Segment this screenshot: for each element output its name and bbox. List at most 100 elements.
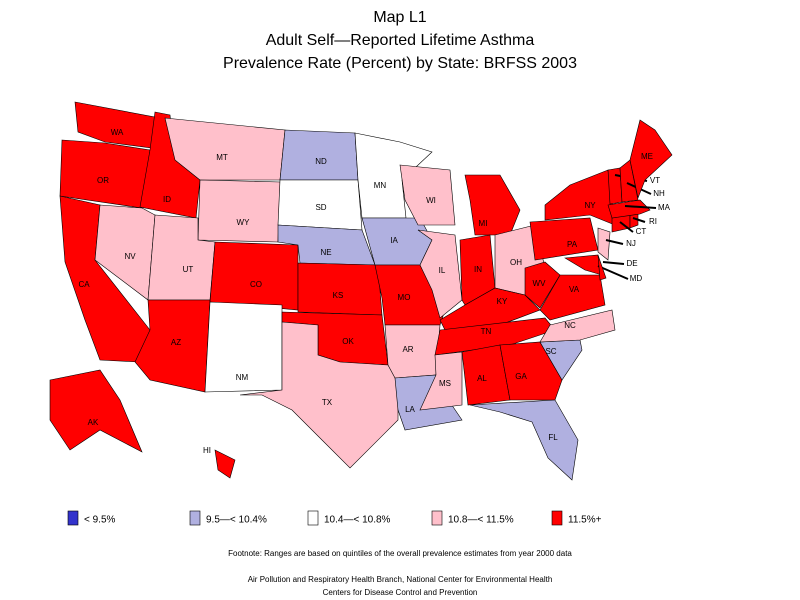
state-label: MI: [479, 219, 488, 228]
state: [214, 449, 236, 479]
state: [544, 169, 616, 226]
credit-line: Centers for Disease Control and Preventi…: [323, 588, 478, 597]
state-label: OH: [510, 258, 522, 267]
state-label: OK: [342, 337, 354, 346]
state-label: AK: [88, 418, 99, 427]
state: [629, 213, 639, 229]
state-label: PA: [567, 240, 578, 249]
state: [297, 262, 383, 316]
state: [524, 261, 561, 309]
state: [399, 164, 456, 226]
state-label: CO: [250, 280, 262, 289]
legend-label: 10.8—< 11.5%: [448, 515, 514, 526]
footnote: Footnote: Ranges are based on quintiles …: [228, 549, 572, 558]
state-label: SD: [315, 203, 326, 212]
state-label: MT: [216, 153, 228, 162]
state: [607, 199, 651, 219]
state-label: UT: [183, 265, 194, 274]
state-label: IA: [390, 236, 398, 245]
state-label: TN: [481, 327, 492, 336]
state-label: NC: [564, 321, 576, 330]
title-line: Prevalence Rate (Percent) by State: BRFS…: [223, 55, 577, 72]
legend-swatch: [551, 510, 563, 526]
state: [417, 229, 463, 319]
title-line: Adult Self—Reported Lifetime Asthma: [266, 32, 535, 49]
leader-line: [602, 261, 625, 265]
state: [239, 321, 399, 469]
state-label: CA: [78, 280, 90, 289]
state: [469, 399, 579, 481]
legend-label: < 9.5%: [84, 515, 116, 526]
state-label: MD: [630, 274, 643, 283]
leader-line: [619, 221, 634, 233]
state: [629, 119, 673, 200]
state-label: TX: [322, 398, 333, 407]
state: [354, 132, 433, 219]
state-label: ID: [163, 195, 171, 204]
state-label: NH: [653, 189, 665, 198]
state: [279, 129, 359, 181]
state: [529, 217, 599, 261]
state: [434, 317, 556, 356]
state: [499, 341, 563, 401]
legend-swatch: [67, 510, 79, 526]
state-label: WI: [426, 196, 436, 205]
state-label: WA: [111, 128, 124, 137]
state-label: ME: [641, 152, 653, 161]
state-label: OR: [97, 176, 109, 185]
leader-line: [597, 265, 629, 280]
state: [597, 254, 607, 281]
state-label: KY: [497, 297, 508, 306]
state-label: NJ: [626, 239, 636, 248]
state-label: NE: [320, 248, 331, 257]
state-label: WY: [237, 218, 251, 227]
legend-swatch: [431, 510, 443, 526]
legend-label: 11.5%+: [568, 515, 602, 526]
state-label: KS: [333, 291, 344, 300]
state-label: VA: [569, 285, 580, 294]
state-label: WV: [533, 279, 547, 288]
state: [59, 139, 151, 209]
credit-line: Air Pollution and Respiratory Health Bra…: [248, 575, 553, 584]
state-label: MO: [398, 293, 411, 302]
legend-swatch: [189, 510, 201, 526]
state-label: AZ: [171, 338, 181, 347]
state: [607, 167, 623, 205]
state: [197, 179, 281, 243]
state: [619, 159, 639, 203]
legend: < 9.5% 9.5—< 10.4% 10.4—< 10.8% 10.8—< 11.5…: [67, 510, 602, 526]
state-label: CT: [636, 227, 647, 236]
legend-swatch: [307, 510, 319, 526]
state: [597, 227, 611, 261]
legend-label: 10.4—< 10.8%: [324, 515, 391, 526]
state-label: NY: [584, 201, 596, 210]
state-label: DE: [626, 259, 637, 268]
state: [49, 369, 143, 453]
state: [464, 174, 521, 236]
state: [564, 254, 603, 276]
state-label: AL: [477, 374, 487, 383]
state-label: RI: [649, 217, 657, 226]
us-map: WA OR CA ID NV MT WY UT AZ CO NM ND SD NE KS OK TX MN IA MO…: [49, 101, 673, 481]
state-label: IL: [439, 266, 446, 275]
state-label: MA: [658, 203, 671, 212]
state-label: NM: [236, 373, 249, 382]
state-label: HI: [203, 446, 211, 455]
state: [539, 309, 616, 343]
state: [419, 351, 463, 411]
state-label: MN: [374, 181, 387, 190]
state: [74, 101, 161, 149]
state: [164, 117, 286, 181]
state-label: FL: [548, 433, 558, 442]
state-label: IN: [474, 265, 482, 274]
state-label: LA: [405, 405, 415, 414]
state-label: VT: [650, 176, 660, 185]
state-label: NV: [124, 252, 136, 261]
state: [209, 241, 299, 311]
state-label: AR: [402, 345, 413, 354]
state-label: MS: [439, 379, 451, 388]
leader-line: [632, 217, 646, 223]
state-label: GA: [515, 372, 527, 381]
title-line: Map L1: [373, 9, 426, 26]
